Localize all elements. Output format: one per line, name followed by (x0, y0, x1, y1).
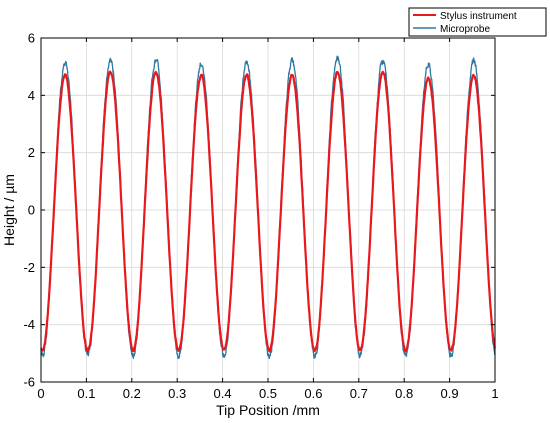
ticks (40, 37, 496, 383)
y-tick-label: 4 (28, 88, 35, 103)
legend: Stylus instrument Microprobe (408, 7, 547, 37)
x-tick-label: 0.4 (214, 386, 232, 401)
x-tick-label: 0.7 (350, 386, 368, 401)
x-tick-label: 0.8 (395, 386, 413, 401)
y-axis-label: Height / µm (1, 174, 17, 246)
x-tick-label: 1 (491, 386, 498, 401)
tick-labels: 0 0.1 0.2 0.3 0.4 0.5 0.6 0.7 0.8 0.9 1 -6 -4 -2 0 2 4 6 (23, 31, 498, 402)
x-tick-label: 0 (37, 386, 44, 401)
y-tick-label: -6 (23, 375, 35, 390)
y-tick-label: 0 (28, 203, 35, 218)
x-axis-label: Tip Position /mm (216, 402, 320, 418)
y-tick-label: 6 (28, 31, 35, 46)
series-layer (40, 55, 496, 360)
x-tick-label: 0.3 (168, 386, 186, 401)
x-tick-label: 0.5 (259, 386, 277, 401)
grid (41, 38, 495, 382)
y-tick-label: -2 (23, 260, 35, 275)
legend-label-microprobe: Microprobe (440, 24, 490, 35)
y-tick-label: 2 (28, 145, 35, 160)
x-tick-label: 0.1 (77, 386, 95, 401)
legend-box (408, 7, 547, 37)
x-tick-label: 0.2 (123, 386, 141, 401)
x-tick-label: 0.9 (441, 386, 459, 401)
legend-label-stylus: Stylus instrument (440, 11, 517, 22)
y-tick-label: -4 (23, 317, 35, 332)
x-tick-label: 0.6 (304, 386, 322, 401)
series-line-stylus-instrument (40, 70, 496, 353)
